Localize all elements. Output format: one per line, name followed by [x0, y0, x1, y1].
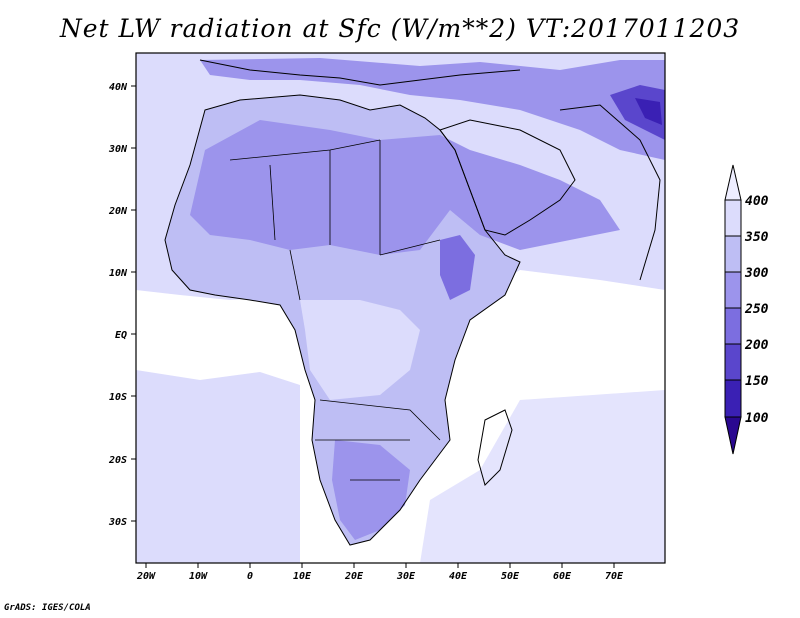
lon-label: 10E	[293, 571, 312, 582]
lat-label: 40N	[109, 82, 128, 93]
coastlines	[164, 59, 661, 546]
field-band-southeast	[420, 390, 665, 563]
sahara-field	[190, 120, 620, 255]
lon-label: 10W	[189, 571, 208, 582]
lon-axis: 20W 10W 0 10E 20E 30E 40E 50E 60E 70E	[136, 563, 624, 582]
eurasia-field	[200, 58, 665, 160]
lon-label: 70E	[605, 571, 624, 582]
colorbar-label: 250	[744, 302, 769, 317]
himalaya-core	[635, 98, 662, 125]
country-borders	[229, 139, 441, 481]
map-title: Net LW radiation at Sfc (W/m**2) VT:2017…	[59, 14, 741, 43]
south-africa-field	[332, 440, 410, 540]
colorbar-label: 100	[745, 411, 769, 426]
lat-label: 30S	[108, 517, 127, 528]
colorbar-label: 200	[744, 338, 769, 353]
himalaya-field	[610, 85, 665, 140]
lat-label: 10S	[109, 392, 127, 403]
lon-label: 20E	[344, 571, 364, 582]
lon-label: 40E	[449, 571, 468, 582]
colorbar-label: 350	[744, 230, 769, 245]
colorbar-swatch	[724, 307, 742, 345]
colorbar-swatch	[724, 271, 742, 309]
colorbar-label: 300	[744, 266, 769, 281]
colorbar-swatch	[724, 199, 742, 237]
colorbar-swatch	[724, 343, 742, 381]
colorbar	[724, 164, 742, 455]
colorbar-swatch	[724, 235, 742, 273]
colorbar-top-arrow	[724, 164, 742, 201]
lat-label: 20N	[108, 206, 128, 217]
lon-label: 0	[247, 571, 253, 582]
central-africa-field	[300, 300, 420, 400]
lat-label: EQ	[115, 330, 127, 341]
lat-label: 20S	[108, 455, 127, 466]
lon-label: 60E	[553, 571, 572, 582]
map-frame	[135, 52, 666, 564]
colorbar-bottom-arrow	[724, 416, 742, 455]
colorbar-label: 400	[745, 194, 769, 209]
colorbar-swatch	[724, 379, 742, 418]
colorbar-labels: 400 350 300 250 200 150 100	[744, 194, 769, 426]
lat-label: 10N	[109, 268, 128, 279]
ethiopia-field	[440, 235, 475, 300]
lon-label: 50E	[501, 571, 520, 582]
grads-credit: GrADS: IGES/COLA	[4, 603, 91, 613]
lon-label: 30E	[396, 571, 416, 582]
colorbar-label: 150	[745, 374, 769, 389]
field-band-south	[136, 370, 300, 563]
map-panel	[136, 53, 665, 563]
lat-label: 30N	[108, 144, 128, 155]
lon-label: 20W	[136, 571, 156, 582]
lat-axis: 40N 30N 20N 10N EQ 10S 20S 30S	[108, 82, 136, 528]
